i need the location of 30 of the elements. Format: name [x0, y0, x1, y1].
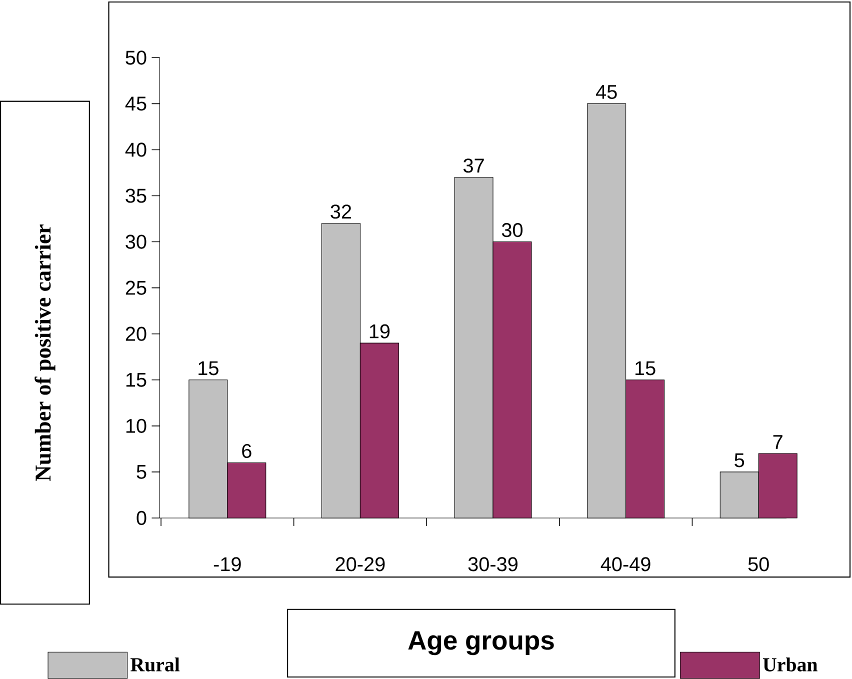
data-label: 37 [463, 158, 484, 173]
x-axis-title: Age groups [408, 631, 554, 656]
data-label: 30 [502, 223, 523, 238]
y-tick-label: 25 [126, 280, 146, 295]
data-label: 19 [370, 324, 390, 338]
y-tick-label: 20 [126, 326, 146, 341]
y-tick-label: 30 [126, 234, 146, 249]
legend-label: Urban [763, 658, 818, 672]
y-tick-label: 35 [126, 188, 146, 203]
y-tick-label: 45 [125, 96, 146, 111]
y-tick-label: 5 [136, 465, 146, 479]
data-label: 15 [636, 361, 656, 376]
x-tick-label: 50 [748, 557, 769, 572]
y-tick-label: 15 [126, 373, 146, 387]
data-label: 15 [198, 361, 218, 376]
y-tick-label: 0 [136, 511, 146, 526]
data-label: 32 [330, 204, 352, 219]
x-tick-label: 40-49 [600, 557, 650, 572]
data-label: 6 [242, 444, 252, 458]
x-tick-label: 30-39 [468, 557, 518, 572]
y-tick-label: 40 [125, 142, 146, 157]
x-tick-label: -19 [214, 557, 241, 572]
legend-label: Rural [130, 658, 180, 672]
data-label: 45 [596, 85, 617, 100]
x-tick-label: 20-29 [336, 557, 385, 572]
data-label: 5 [734, 453, 744, 468]
y-axis-title: Number of positive carrier [34, 224, 56, 482]
y-tick-label: 10 [126, 418, 146, 434]
data-label: 7 [773, 435, 782, 449]
y-tick-label: 50 [126, 50, 146, 65]
